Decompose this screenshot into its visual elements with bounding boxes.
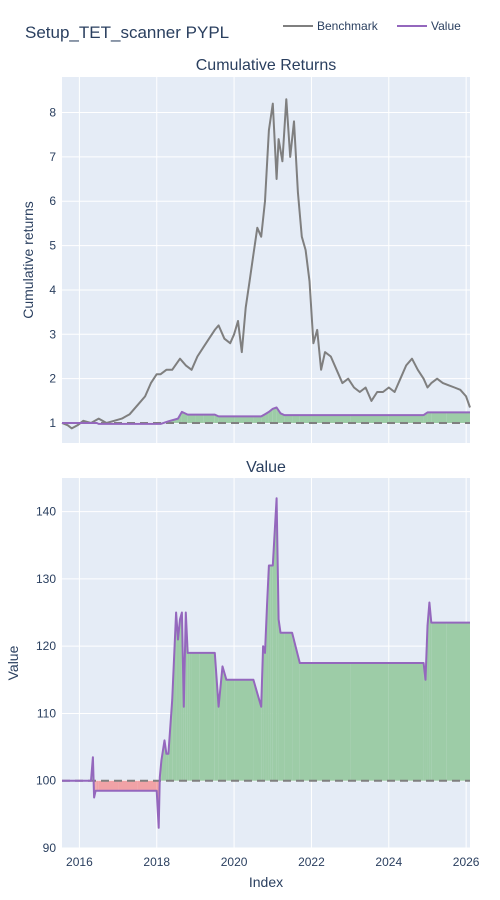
- y-tick-label: 7: [49, 150, 56, 164]
- x-tick-label: 2020: [221, 855, 248, 869]
- legend-benchmark-label: Benchmark: [317, 19, 379, 33]
- gain-area: [234, 679, 254, 781]
- gain-area: [388, 663, 424, 781]
- gain-area: [187, 652, 190, 781]
- gain-area: [178, 619, 180, 781]
- y-tick-label: 90: [43, 841, 57, 855]
- gain-area: [266, 565, 269, 781]
- gain-area: [234, 416, 254, 424]
- gain-area: [280, 632, 285, 781]
- gain-area: [214, 652, 219, 781]
- gain-area: [166, 753, 169, 781]
- value-x-ticks: 2016 2018 2020 2022 2024 2026: [66, 855, 480, 869]
- gain-area: [299, 663, 312, 781]
- y-tick-label: 100: [36, 774, 56, 788]
- gain-area: [311, 663, 351, 781]
- benchmark-line: [61, 98, 471, 430]
- x-tick-label: 2022: [298, 855, 325, 869]
- cumulative-returns-panel: 1 2 3 4 5 6 7 8 Cumulative Returns Cumulative r…: [20, 57, 471, 443]
- y-tick-label: 4: [49, 283, 56, 297]
- figure-title: Setup_TET_scanner PYPL: [25, 23, 229, 42]
- gain-area: [203, 414, 215, 424]
- cumulative-returns-title: Cumulative Returns: [196, 57, 337, 74]
- gain-area: [427, 602, 430, 781]
- y-tick-label: 130: [36, 572, 56, 586]
- legend[interactable]: Benchmark Value: [283, 19, 461, 33]
- y-tick-label: 2: [49, 372, 56, 386]
- loss-area: [118, 780, 138, 791]
- y-tick-label: 6: [49, 194, 56, 208]
- y-tick-label: 5: [49, 239, 56, 253]
- legend-value-label: Value: [431, 19, 461, 33]
- gain-area: [276, 407, 281, 424]
- gain-area: [446, 622, 470, 781]
- gain-area: [185, 612, 188, 781]
- gain-area: [199, 652, 215, 781]
- cumulative-returns-y-ticks: 1 2 3 4 5 6 7 8: [49, 105, 56, 430]
- gain-area: [423, 663, 426, 781]
- value-fill: [91, 498, 470, 828]
- loss-area: [137, 780, 157, 791]
- x-tick-label: 2016: [66, 855, 93, 869]
- cumulative-returns-plot-area: [62, 77, 470, 443]
- gain-area: [218, 416, 235, 424]
- loss-area: [96, 780, 99, 791]
- value-y-ticks: 90 100 110 120 130 140: [36, 505, 56, 855]
- gain-area: [272, 407, 277, 424]
- gain-area: [270, 565, 273, 781]
- gain-area: [292, 632, 300, 781]
- gain-area: [311, 415, 351, 424]
- gain-area: [292, 415, 300, 424]
- gain-area: [187, 414, 196, 424]
- gain-area: [222, 666, 227, 781]
- gain-area: [272, 498, 277, 781]
- cumulative-returns-fill: [96, 407, 470, 424]
- y-tick-label: 110: [37, 706, 56, 720]
- cumulative-returns-y-axis-title: Cumulative returns: [20, 201, 36, 319]
- y-tick-label: 8: [49, 105, 56, 119]
- gain-area: [299, 415, 312, 424]
- gain-area: [218, 666, 223, 781]
- gain-area: [179, 612, 182, 781]
- y-tick-label: 120: [36, 639, 56, 653]
- gain-area: [191, 652, 200, 781]
- x-tick-label: 2026: [453, 855, 480, 869]
- gain-area: [268, 565, 271, 781]
- gain-area: [431, 622, 447, 781]
- gain-area: [446, 412, 470, 424]
- gain-area: [226, 679, 235, 781]
- gain-area: [350, 663, 389, 781]
- y-tick-label: 3: [49, 327, 56, 341]
- gain-area: [388, 415, 424, 424]
- gain-area: [253, 679, 262, 781]
- gain-area: [427, 412, 432, 424]
- gain-area: [431, 412, 447, 424]
- x-tick-label: 2024: [375, 855, 402, 869]
- value-line: [62, 406, 470, 425]
- value-grid: [62, 478, 470, 849]
- gain-area: [189, 652, 192, 781]
- gain-area: [253, 416, 262, 424]
- gain-area: [284, 632, 293, 781]
- value-series-line: [62, 497, 470, 829]
- gain-area: [176, 612, 179, 781]
- gain-area: [278, 619, 281, 781]
- gain-area: [429, 602, 432, 781]
- y-tick-label: 1: [49, 416, 56, 430]
- gain-area: [195, 414, 204, 424]
- gain-area: [263, 646, 266, 781]
- x-tick-label: 2018: [143, 855, 170, 869]
- value-y-axis-title: Value: [5, 645, 21, 680]
- y-tick-label: 140: [36, 505, 56, 519]
- loss-area: [95, 780, 97, 791]
- gain-area: [350, 415, 389, 424]
- gain-area: [284, 415, 293, 424]
- loss-area: [98, 780, 119, 791]
- value-panel-title: Value: [246, 459, 286, 476]
- x-axis-title: Index: [249, 874, 283, 890]
